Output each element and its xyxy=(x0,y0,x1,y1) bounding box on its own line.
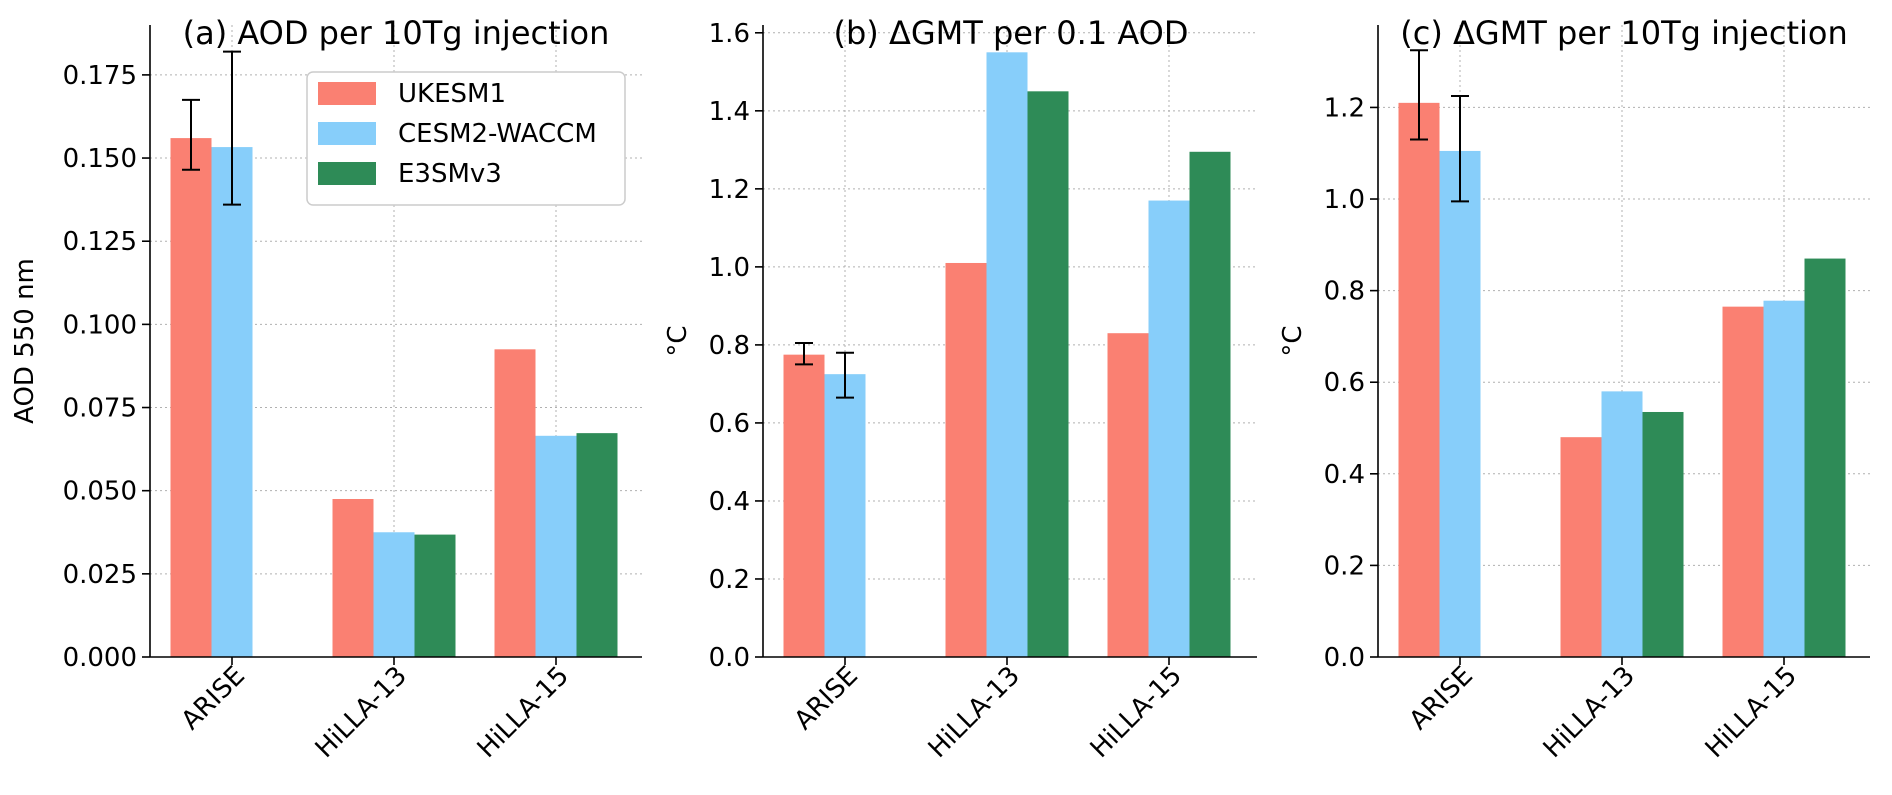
y-tick-label: 0.4 xyxy=(709,487,750,517)
bar xyxy=(170,138,212,658)
legend-entry-label: CESM2-WACCM xyxy=(398,119,597,149)
chart-title: (a) AOD per 10Tg injection xyxy=(183,14,610,52)
bar xyxy=(1398,102,1440,657)
bar xyxy=(332,499,374,657)
y-tick-label: 0.6 xyxy=(1324,368,1365,398)
chart-title: (c) ΔGMT per 10Tg injection xyxy=(1400,14,1847,52)
legend-frame xyxy=(306,71,626,206)
y-tick-label: 0.175 xyxy=(63,61,137,91)
x-tick-label: HiLLA-13 xyxy=(923,661,1026,764)
bar xyxy=(1027,91,1069,657)
y-tick-label: 1.0 xyxy=(1324,185,1365,215)
legend-swatch xyxy=(318,122,376,145)
y-tick-label: 0.2 xyxy=(1324,551,1365,581)
y-tick-label: 0.6 xyxy=(709,409,750,439)
bar xyxy=(1560,437,1602,657)
y-tick-label: 0.2 xyxy=(709,565,750,595)
bar xyxy=(783,354,825,657)
bar xyxy=(1722,306,1764,657)
x-tick-label: ARISE xyxy=(176,661,251,736)
bar xyxy=(1601,391,1643,657)
panel-b: 0.0 0.2 0.4 0.6 0.8 1.0 1.2 1.4 1.6 ARISE HiLLA-13… xyxy=(663,14,1257,764)
bar xyxy=(986,52,1028,657)
y-tick-label: 1.6 xyxy=(709,19,750,49)
y-tick-label: 1.0 xyxy=(709,253,750,283)
y-tick-label: 0.125 xyxy=(63,227,137,257)
legend-swatch xyxy=(318,162,376,185)
x-tick-label: HiLLA-13 xyxy=(310,661,413,764)
y-tick-label: 0.8 xyxy=(709,331,750,361)
x-tick-label: ARISE xyxy=(1404,661,1479,736)
x-tick-label: ARISE xyxy=(789,661,864,736)
bar xyxy=(414,534,456,657)
bar xyxy=(1148,200,1190,658)
y-tick-label: 0.050 xyxy=(63,477,137,507)
x-tick-label: HiLLA-13 xyxy=(1538,661,1641,764)
bar xyxy=(373,532,415,657)
bar xyxy=(576,433,618,657)
bar xyxy=(535,435,577,657)
bar xyxy=(824,374,866,657)
y-tick-label: 0.0 xyxy=(709,643,750,673)
y-tick-label: 0.025 xyxy=(63,560,137,590)
y-tick-label: 0.075 xyxy=(63,394,137,424)
x-tick-label: HiLLA-15 xyxy=(1700,661,1803,764)
bar xyxy=(1763,300,1805,657)
legend-entry-label: E3SMv3 xyxy=(398,159,502,189)
y-axis-label: AOD 550 nm xyxy=(10,258,40,424)
y-tick-label: 0.0 xyxy=(1324,643,1365,673)
y-tick-label: 1.4 xyxy=(709,97,750,127)
y-tick-label: 0.150 xyxy=(63,144,137,174)
bar xyxy=(1439,150,1481,658)
x-tick-label: HiLLA-15 xyxy=(1085,661,1188,764)
bar xyxy=(1107,333,1149,657)
bar xyxy=(1642,411,1684,657)
y-axis-label: °C xyxy=(663,325,693,356)
legend: UKESM1 CESM2-WACCM E3SMv3 xyxy=(306,71,626,206)
y-tick-label: 0.8 xyxy=(1324,277,1365,307)
legend-entry-label: UKESM1 xyxy=(398,79,506,109)
x-tick-label: HiLLA-15 xyxy=(472,661,575,764)
panel-c: 0.0 0.2 0.4 0.6 0.8 1.0 1.2 ARISE HiLLA-13 HiLLA-… xyxy=(1278,14,1870,764)
bar xyxy=(945,262,987,657)
y-tick-label: 0.100 xyxy=(63,310,137,340)
y-tick-label: 0.4 xyxy=(1324,460,1365,490)
panel-a: 0.000 0.025 0.050 0.075 0.100 0.125 0.150 0.175… xyxy=(10,14,642,764)
y-tick-label: 1.2 xyxy=(709,175,750,205)
y-tick-label: 0.000 xyxy=(63,643,137,673)
bar xyxy=(1804,258,1846,657)
y-tick-label: 1.2 xyxy=(1324,93,1365,123)
chart-title: (b) ΔGMT per 0.1 AOD xyxy=(833,14,1188,52)
legend-swatch xyxy=(318,82,376,105)
bar xyxy=(494,349,536,657)
y-axis-label: °C xyxy=(1278,325,1308,356)
bar xyxy=(211,147,253,657)
bar xyxy=(1189,151,1231,657)
